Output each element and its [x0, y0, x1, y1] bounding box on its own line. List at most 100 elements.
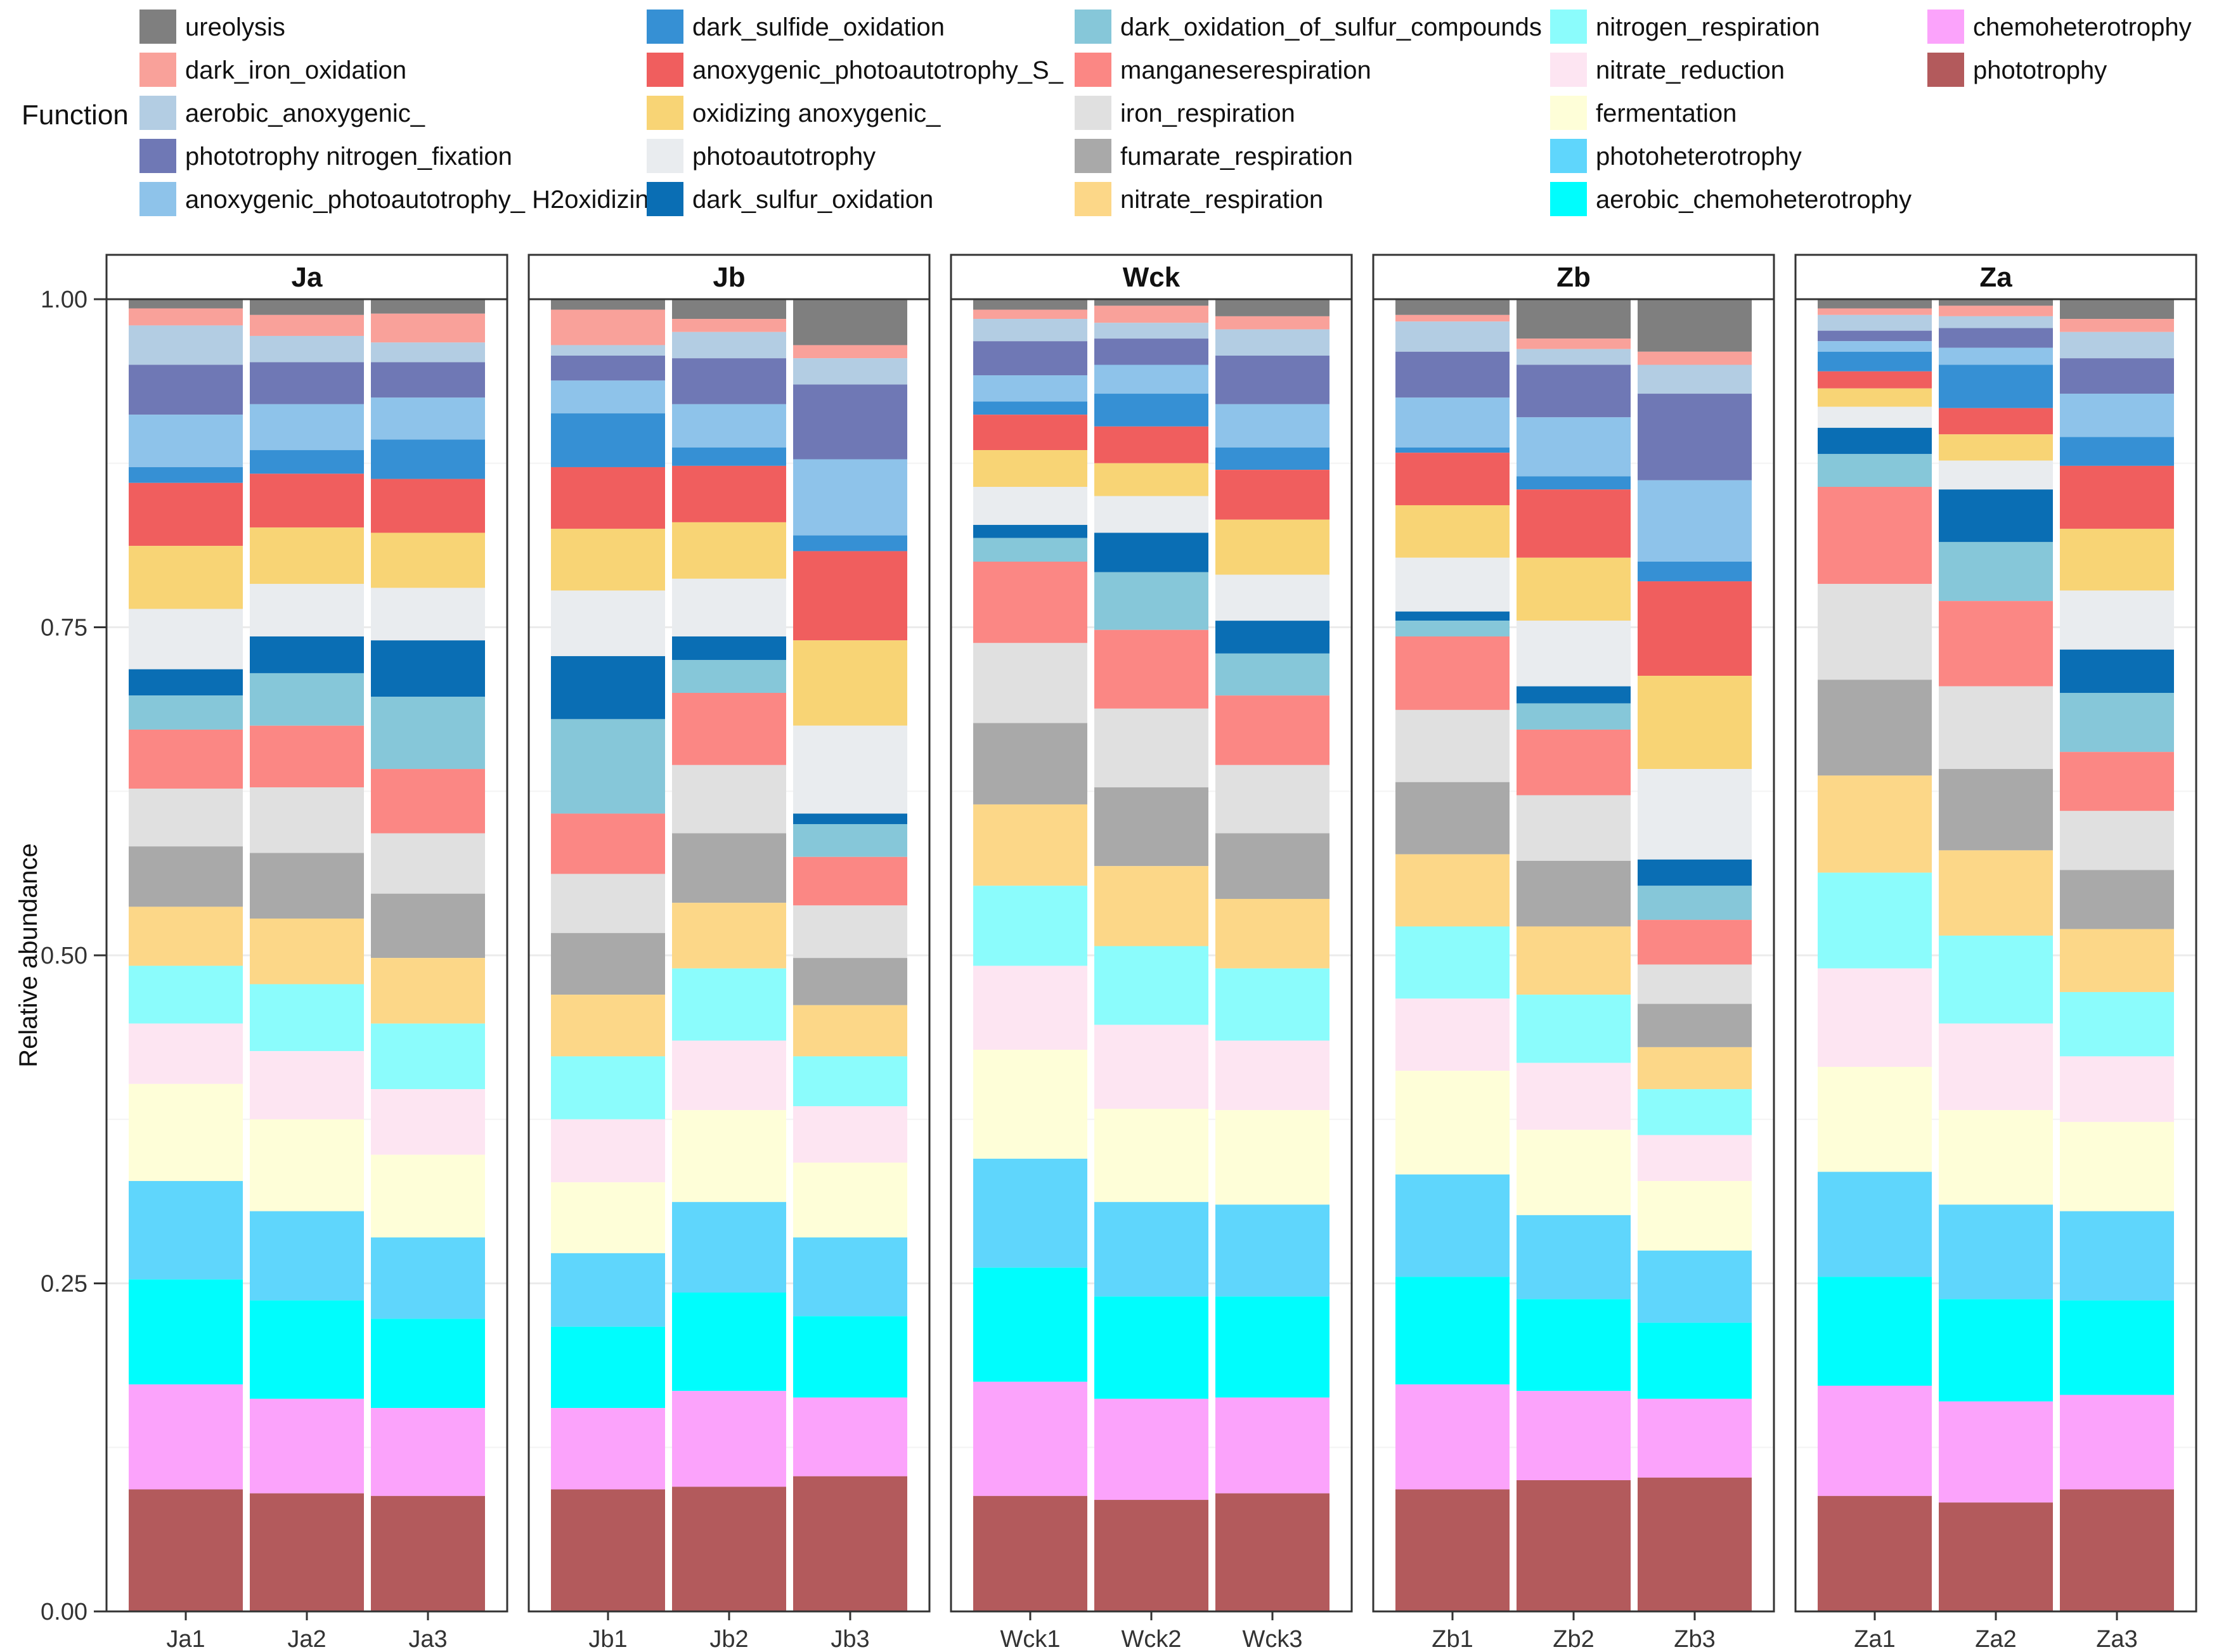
- legend-label-dark-sulfide-oxidation: dark_sulfide_oxidation: [692, 13, 945, 41]
- segment-za1-chemoheterotrophy: [1818, 1385, 1932, 1496]
- segment-jb1-aerobic-anoxygenic: [551, 345, 665, 356]
- legend-label-dark-sulfur-oxidation: dark_sulfur_oxidation: [692, 186, 933, 214]
- segment-zb2-oxidizing-anoxygenic: [1517, 557, 1631, 621]
- segment-ja2-anoxygenic-photoautotrophy-s: [250, 474, 364, 528]
- segment-jb3-nitrate-respiration: [793, 1005, 907, 1057]
- segment-wck2-aerobic-anoxygenic: [1094, 323, 1208, 339]
- bar-za2: [1939, 299, 2053, 1611]
- segment-jb3-phototrophy-nitrogen-fixation: [793, 384, 907, 460]
- segment-jb2-phototrophy: [672, 1487, 786, 1611]
- segment-za1-aerobic-anoxygenic: [1818, 314, 1932, 331]
- segment-jb3-chemoheterotrophy: [793, 1397, 907, 1476]
- segment-jb1-dark-oxidation-of-sulfur-compounds: [551, 719, 665, 814]
- strip-label-ja: Ja: [292, 262, 323, 293]
- segment-jb3-dark-oxidation-of-sulfur-compounds: [793, 824, 907, 857]
- bar-zb1: [1395, 299, 1510, 1611]
- y-axis-title: Relative abundance: [15, 843, 42, 1068]
- legend-swatch-dark-sulfide-oxidation: [647, 10, 683, 44]
- segment-jb3-aerobic-anoxygenic: [793, 358, 907, 385]
- segment-zb1-chemoheterotrophy: [1395, 1384, 1510, 1490]
- legend-swatch-aerobic-anoxygenic: [139, 96, 176, 130]
- segment-ja3-phototrophy: [371, 1495, 485, 1611]
- segment-wck2-photoheterotrophy: [1094, 1202, 1208, 1297]
- segment-ja3-oxidizing-anoxygenic: [371, 532, 485, 588]
- segment-jb2-oxidizing-anoxygenic: [672, 522, 786, 579]
- segment-wck1-dark-sulfur-oxidation: [973, 525, 1087, 538]
- segment-jb3-photoheterotrophy: [793, 1237, 907, 1317]
- legend-swatch-dark-oxidation-of-sulfur-compounds: [1075, 10, 1111, 44]
- segment-jb1-anoxygenic-photoautotrophy-h2oxidizing: [551, 380, 665, 414]
- facet-wck: Wck1 Wck2 Wck3 Wck: [950, 254, 1353, 1652]
- segment-za2-phototrophy-nitrogen-fixation: [1939, 328, 2053, 348]
- segment-ja2-dark-sulfur-oxidation: [250, 636, 364, 673]
- segment-jb1-fumarate-respiration: [551, 932, 665, 995]
- segment-zb3-fermentation: [1638, 1181, 1752, 1251]
- segment-zb2-aerobic-anoxygenic: [1517, 349, 1631, 365]
- segment-za1-nitrate-respiration: [1818, 775, 1932, 873]
- strip-label-jb: Jb: [713, 262, 745, 293]
- segment-wck3-dark-oxidation-of-sulfur-compounds: [1215, 653, 1329, 696]
- legend-label-iron-respiration: iron_respiration: [1120, 100, 1295, 127]
- segment-ja1-ureolysis: [129, 299, 243, 309]
- strip-box: [527, 254, 931, 300]
- segment-wck3-dark-sulfide-oxidation: [1215, 447, 1329, 470]
- segment-za3-aerobic-chemoheterotrophy: [2060, 1300, 2174, 1395]
- segment-zb1-phototrophy-nitrogen-fixation: [1395, 351, 1510, 398]
- segment-jb1-photoautotrophy: [551, 590, 665, 657]
- x-tick-label-za1: Za1: [1854, 1626, 1895, 1652]
- segment-wck1-nitrate-reduction: [973, 965, 1087, 1050]
- segment-zb2-anoxygenic-photoautotrophy-s: [1517, 489, 1631, 558]
- segment-zb1-nitrate-respiration: [1395, 854, 1510, 927]
- strip-label-za: Za: [1979, 262, 2012, 293]
- segment-jb1-nitrogen-respiration: [551, 1056, 665, 1120]
- segment-za1-dark-oxidation-of-sulfur-compounds: [1818, 454, 1932, 487]
- segment-zb2-aerobic-chemoheterotrophy: [1517, 1299, 1631, 1391]
- segment-ja1-dark-sulfide-oxidation: [129, 467, 243, 483]
- bar-ja2: [250, 299, 364, 1611]
- segment-ja3-nitrate-respiration: [371, 958, 485, 1024]
- segment-ja2-oxidizing-anoxygenic: [250, 527, 364, 584]
- segment-zb1-anoxygenic-photoautotrophy-h2oxidizing: [1395, 397, 1510, 448]
- segment-wck1-dark-iron-oxidation: [973, 309, 1087, 319]
- segment-jb2-aerobic-chemoheterotrophy: [672, 1292, 786, 1391]
- legend-label-dark-iron-oxidation: dark_iron_oxidation: [185, 56, 406, 84]
- segment-zb1-dark-sulfur-oxidation: [1395, 611, 1510, 621]
- segment-za3-dark-iron-oxidation: [2060, 319, 2174, 332]
- segment-za2-iron-respiration: [1939, 686, 2053, 770]
- segment-jb2-ureolysis: [672, 299, 786, 319]
- segment-ja1-photoautotrophy: [129, 609, 243, 669]
- segment-ja1-dark-iron-oxidation: [129, 308, 243, 326]
- segment-jb1-fermentation: [551, 1182, 665, 1253]
- strip-label-zb: Zb: [1556, 262, 1591, 293]
- legend-label-photoautotrophy: photoautotrophy: [692, 143, 876, 171]
- segment-jb2-phototrophy-nitrogen-fixation: [672, 358, 786, 404]
- segment-za2-fermentation: [1939, 1110, 2053, 1205]
- legend-label-nitrogen-respiration: nitrogen_respiration: [1596, 13, 1820, 41]
- segment-ja3-nitrogen-respiration: [371, 1023, 485, 1090]
- legend-label-manganeserespiration: manganeserespiration: [1120, 56, 1371, 84]
- segment-wck3-oxidizing-anoxygenic: [1215, 519, 1329, 575]
- segment-ja3-photoheterotrophy: [371, 1237, 485, 1319]
- legend-label-anoxygenic-photoautotrophy-s: anoxygenic_photoautotrophy_S_: [692, 56, 1064, 84]
- legend-swatch-nitrate-respiration: [1075, 182, 1111, 216]
- segment-za3-iron-respiration: [2060, 811, 2174, 870]
- x-tick-label-za3: Za3: [2096, 1626, 2137, 1652]
- segment-jb1-photoheterotrophy: [551, 1253, 665, 1327]
- segment-zb3-phototrophy: [1638, 1477, 1752, 1611]
- legend-swatch-nitrogen-respiration: [1550, 10, 1587, 44]
- segment-wck1-nitrogen-respiration: [973, 886, 1087, 966]
- segment-ja1-oxidizing-anoxygenic: [129, 546, 243, 609]
- segment-ja2-nitrate-reduction: [250, 1051, 364, 1120]
- segment-ja3-chemoheterotrophy: [371, 1408, 485, 1496]
- segment-ja2-phototrophy: [250, 1493, 364, 1611]
- segment-za3-fumarate-respiration: [2060, 870, 2174, 929]
- segment-jb1-anoxygenic-photoautotrophy-s: [551, 467, 665, 529]
- segment-jb3-fermentation: [793, 1163, 907, 1238]
- segment-ja3-iron-respiration: [371, 833, 485, 894]
- segment-wck1-fermentation: [973, 1050, 1087, 1159]
- segment-zb2-phototrophy-nitrogen-fixation: [1517, 365, 1631, 418]
- segment-wck2-phototrophy: [1094, 1500, 1208, 1611]
- segment-jb1-dark-sulfur-oxidation: [551, 656, 665, 720]
- segment-zb2-iron-respiration: [1517, 795, 1631, 861]
- segment-za3-phototrophy-nitrogen-fixation: [2060, 358, 2174, 394]
